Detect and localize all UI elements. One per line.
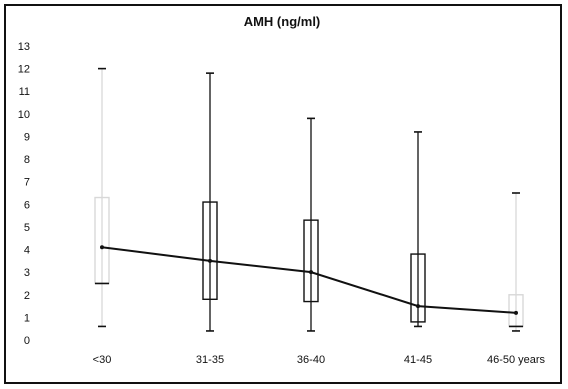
y-tick-label: 1 [24,312,30,324]
y-tick-label: 13 [18,41,30,53]
y-tick-label: 2 [24,290,30,302]
median-point [208,258,212,263]
median-point [514,310,518,315]
y-tick-label: 8 [24,154,30,166]
y-tick-label: 3 [24,267,30,279]
x-category-label: 36-40 [297,354,325,366]
median-point [100,245,104,250]
median-trend-line-group [100,245,518,315]
y-tick-label: 10 [18,109,30,121]
x-axis: <30 31-35 36-40 41-45 46-50 years [93,354,546,366]
median-point [416,304,420,309]
y-tick-label: 5 [24,222,30,234]
chart-frame: AMH (ng/ml) 0 1 2 3 4 5 6 7 8 9 10 11 12 13 <30 31-35 3… [4,4,562,384]
x-category-label: <30 [93,354,112,366]
median-trend-line [101,246,517,314]
x-category-label: 31-35 [196,354,224,366]
y-tick-label: 4 [24,245,30,257]
y-tick-label: 6 [24,199,30,211]
y-tick-label: 12 [18,64,30,76]
box-iqr [303,219,319,303]
y-tick-label: 11 [19,86,30,98]
box-plot-group [94,67,524,332]
box-iqr [202,201,218,300]
box-iqr [410,253,426,323]
y-tick-label: 0 [24,335,30,347]
median-point [309,270,313,275]
x-category-label: 41-45 [404,354,432,366]
y-tick-label: 9 [24,131,30,143]
y-tick-label: 7 [24,177,30,189]
chart-title: AMH (ng/ml) [244,14,321,29]
x-category-label: 46-50 years [487,354,546,366]
